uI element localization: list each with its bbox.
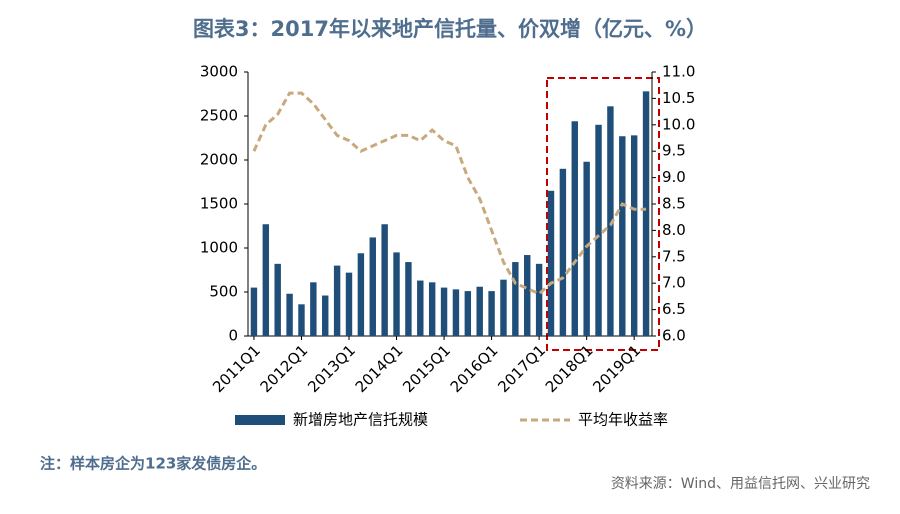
y2-tick-label: 9.0: [662, 168, 686, 186]
bar: [286, 293, 293, 336]
bar: [381, 224, 388, 336]
bar: [595, 124, 602, 336]
x-tick-label: 2011Q1: [209, 341, 264, 396]
y2-tick-label: 11.0: [662, 63, 695, 81]
bar: [322, 295, 329, 336]
bar: [393, 252, 400, 336]
bar: [428, 282, 436, 336]
y-tick-label: 1500: [200, 195, 238, 213]
bar: [583, 161, 590, 336]
bar: [500, 279, 507, 336]
line: [252, 91, 647, 296]
bar: [607, 106, 614, 336]
bar: [274, 263, 281, 336]
y-tick-label: 0: [228, 327, 238, 345]
y2-tick-label: 6.5: [662, 300, 686, 318]
legend-label: 平均年收益率: [578, 411, 668, 429]
legend-label: 新增房地产信托规模: [293, 411, 428, 429]
bar: [262, 224, 270, 336]
bar: [298, 304, 305, 336]
y-tick-label: 2000: [200, 151, 238, 169]
y-tick-label: 500: [209, 283, 238, 301]
bar: [345, 272, 353, 336]
bar: [310, 282, 317, 336]
bar: [369, 237, 376, 336]
highlight-box: [546, 77, 660, 351]
y2-tick-label: 10.5: [662, 89, 695, 107]
bar: [524, 255, 531, 336]
bar: [488, 291, 495, 336]
bar: [559, 168, 567, 336]
bar: [547, 190, 555, 336]
y2-tick-label: 8.5: [662, 195, 686, 213]
x-tick-label: 2015Q1: [399, 341, 454, 396]
legend-swatch: [235, 415, 285, 425]
x-tick-label: 2016Q1: [447, 341, 502, 396]
chart-title: 图表3：2017年以来地产信托量、价双增（亿元、%）: [193, 17, 707, 41]
bar: [571, 121, 578, 336]
x-tick-label: 2012Q1: [257, 341, 312, 396]
y-tick-label: 1000: [200, 239, 238, 257]
y2-tick-label: 7.0: [662, 274, 686, 292]
y2-tick-label: 6.0: [662, 327, 686, 345]
bar: [417, 280, 424, 336]
x-tick-label: 2014Q1: [352, 341, 407, 396]
source: 资料来源：Wind、用益信托网、兴业研究: [611, 476, 870, 492]
bar: [642, 91, 650, 336]
bar: [535, 263, 543, 336]
x-tick-label: 2017Q1: [494, 341, 549, 396]
bar: [250, 287, 258, 336]
y2-tick-label: 10.0: [662, 115, 695, 133]
bar: [405, 262, 412, 336]
bar: [464, 291, 472, 336]
bar: [630, 135, 638, 336]
y2-tick-label: 8.0: [662, 221, 686, 239]
bar: [333, 265, 341, 336]
y-tick-label: 2500: [200, 107, 238, 125]
bar: [357, 253, 365, 336]
y-tick-label: 3000: [200, 63, 238, 81]
bar: [619, 136, 626, 336]
note: 注：样本房企为123家发债房企。: [40, 455, 266, 473]
bar: [512, 262, 519, 336]
bar: [440, 287, 448, 336]
y2-tick-label: 9.5: [662, 142, 686, 160]
x-tick-label: 2013Q1: [304, 341, 359, 396]
bar: [476, 286, 483, 336]
y2-tick-label: 7.5: [662, 247, 686, 265]
bar: [452, 289, 460, 336]
